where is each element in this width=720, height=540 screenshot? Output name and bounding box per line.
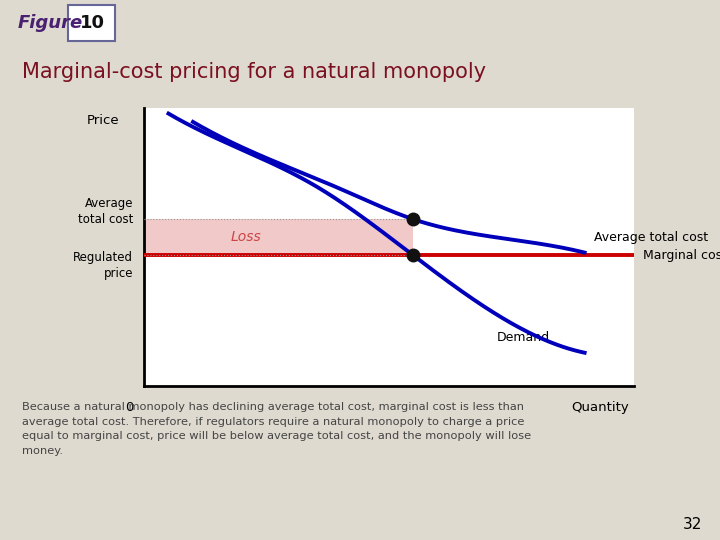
Text: Because a natural monopoly has declining average total cost, marginal cost is le: Because a natural monopoly has declining… xyxy=(22,402,531,456)
Bar xyxy=(144,219,413,255)
Text: Marginal cost: Marginal cost xyxy=(644,249,720,262)
Text: Quantity: Quantity xyxy=(571,401,629,414)
Text: Demand: Demand xyxy=(497,331,549,344)
Text: 10: 10 xyxy=(80,14,104,32)
Text: Marginal-cost pricing for a natural monopoly: Marginal-cost pricing for a natural mono… xyxy=(22,62,486,82)
Text: 32: 32 xyxy=(683,517,702,532)
Text: Regulated
price: Regulated price xyxy=(73,251,133,280)
Text: Figure: Figure xyxy=(18,14,84,32)
Text: Price: Price xyxy=(87,113,120,126)
FancyBboxPatch shape xyxy=(68,5,115,42)
Text: Average total cost: Average total cost xyxy=(595,231,708,244)
Text: 0: 0 xyxy=(125,401,133,414)
Text: Loss: Loss xyxy=(231,231,261,244)
Text: Average
total cost: Average total cost xyxy=(78,197,133,226)
